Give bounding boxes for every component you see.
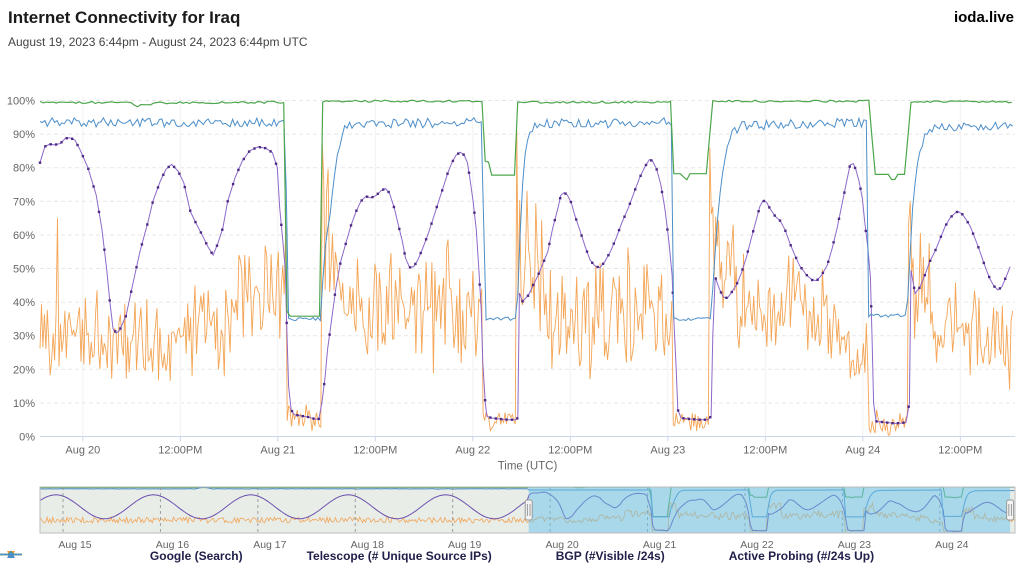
- bgp-series: [39, 99, 1012, 317]
- nav-handle-left[interactable]: [524, 499, 533, 521]
- x-axis-label: 12:00PM: [353, 445, 397, 457]
- legend-marker-icon: [0, 550, 22, 558]
- x-axis-label: 12:00PM: [938, 445, 982, 457]
- nav-date-label: Aug 18: [351, 539, 384, 551]
- google-series-markers: [38, 137, 1007, 425]
- legend-label: Telescope (# Unique Source IPs): [306, 549, 492, 563]
- y-axis-label: 60%: [13, 230, 35, 242]
- nav-date-label: Aug 19: [448, 539, 481, 551]
- y-axis-label: 30%: [13, 331, 35, 343]
- x-axis-label: Aug 23: [650, 445, 685, 457]
- x-axis-title: Time (UTC): [498, 461, 558, 473]
- chart-legend: Google (Search) Telescope (# Unique Sourc…: [0, 549, 1024, 563]
- legend-label: BGP (#Visible /24s): [555, 549, 665, 563]
- nav-date-label: Aug 16: [156, 539, 189, 551]
- x-axis-label: Aug 21: [260, 445, 295, 457]
- x-axis-label: Aug 20: [65, 445, 100, 457]
- y-axis-label: 70%: [13, 196, 35, 208]
- y-axis-label: 50%: [13, 264, 35, 276]
- x-axis-label: Aug 22: [455, 445, 490, 457]
- nav-date-label: Aug 22: [740, 539, 773, 551]
- page-title: Internet Connectivity for Iraq: [8, 8, 241, 27]
- navigator[interactable]: Aug 15 Aug 16 Aug 17 Aug 18 Aug 19 Aug 20 Aug …: [39, 486, 1016, 551]
- y-axis-label: 0%: [19, 432, 35, 444]
- ioda-live-brand-link[interactable]: ioda.live: [953, 9, 1014, 26]
- nav-date-label: Aug 17: [253, 539, 286, 551]
- nav-selected-range[interactable]: [528, 487, 1011, 533]
- legend-label: Google (Search): [149, 549, 243, 563]
- google-series: [39, 137, 1011, 424]
- nav-date-label: Aug 20: [545, 539, 578, 551]
- nav-date-label: Aug 23: [838, 539, 871, 551]
- legend-item-2[interactable]: BGP (#Visible /24s): [0, 549, 665, 563]
- y-axis-label: 40%: [13, 297, 35, 309]
- y-axis-label: 20%: [13, 364, 35, 376]
- x-axis-label: 12:00PM: [548, 445, 592, 457]
- legend-item-0[interactable]: Google (Search): [0, 549, 243, 563]
- nav-date-label: Aug 24: [935, 539, 968, 551]
- nav-handle-right[interactable]: [1006, 499, 1015, 521]
- x-axis-label: Aug 24: [845, 445, 880, 457]
- x-axis-label: 12:00PM: [743, 445, 787, 457]
- active-probing-series: [39, 116, 1013, 322]
- y-axis-label: 80%: [13, 163, 35, 175]
- date-range-subtitle: August 19, 2023 6:44pm - August 24, 2023…: [8, 35, 308, 49]
- nav-date-label: Aug 21: [643, 539, 676, 551]
- y-axis-label: 100%: [7, 96, 35, 108]
- nav-date-label: Aug 15: [58, 539, 91, 551]
- y-axis-label: 10%: [13, 398, 35, 410]
- plot-area: [38, 99, 1014, 436]
- y-axis-label: 90%: [13, 129, 35, 141]
- legend-item-3[interactable]: Active Probing (#/24s Up): [0, 549, 875, 563]
- axes: 0% 10% 20% 30% 40% 50% 60% 70% 80% 90% 100% Aug 20 1…: [7, 96, 1015, 473]
- grid: [40, 96, 1015, 437]
- legend-label: Active Probing (#/24s Up): [728, 549, 875, 563]
- x-axis-label: 12:00PM: [158, 445, 202, 457]
- telescope-series: [39, 130, 1014, 436]
- legend-item-1[interactable]: Telescope (# Unique Source IPs): [0, 549, 492, 563]
